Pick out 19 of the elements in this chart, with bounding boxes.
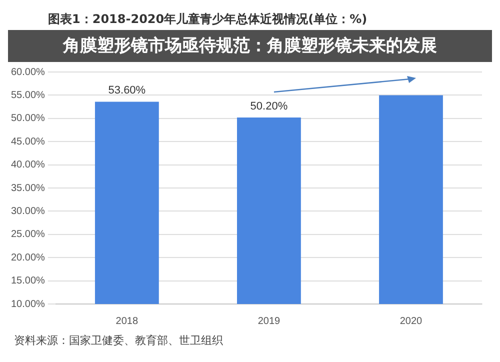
y-tick-label: 15.00% (10, 276, 46, 287)
y-tick-label: 45.00% (10, 136, 46, 148)
data-label: 50.20% (250, 100, 288, 112)
y-tick-label: 20.00% (10, 252, 46, 264)
x-tick-label: 2019 (258, 316, 281, 327)
y-tick-label: 10.00% (10, 298, 46, 310)
y-tick-label: 30.00% (10, 206, 46, 217)
chart-title: 图表1：2018-2020年儿童青少年总体近视情况(单位：%) (47, 11, 368, 28)
y-tick-label: 50.00% (10, 113, 46, 124)
y-tick-label: 40.00% (10, 160, 46, 171)
y-tick-label: 60.00% (10, 66, 46, 78)
x-tick-label: 2020 (400, 316, 423, 327)
y-tick-label: 25.00% (10, 229, 46, 240)
y-tick-label: 35.00% (10, 182, 46, 194)
chart-subtitle: 角膜塑形镜市场亟待规范：角膜塑形镜未来的发展 (8, 30, 492, 62)
x-tick-label: 2018 (116, 316, 138, 327)
data-label: 53.60% (108, 84, 146, 97)
text: 资料来源：国家卫健委、教育部、世卫组织 (13, 333, 224, 349)
y-tick-label: 55.00% (10, 90, 46, 101)
